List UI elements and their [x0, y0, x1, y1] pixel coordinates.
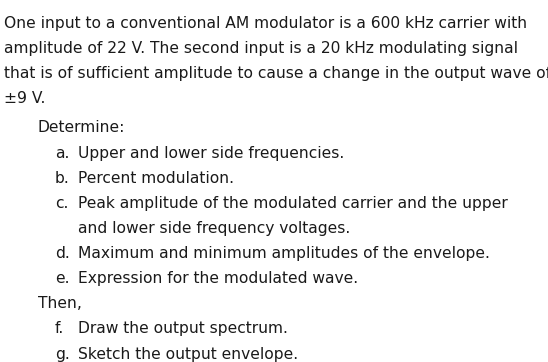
- Text: that is of sufficient amplitude to cause a change in the output wave of: that is of sufficient amplitude to cause…: [4, 66, 548, 81]
- Text: b.: b.: [55, 171, 70, 186]
- Text: Then,: Then,: [38, 296, 82, 311]
- Text: One input to a conventional AM modulator is a 600 kHz carrier with: One input to a conventional AM modulator…: [4, 16, 527, 31]
- Text: Peak amplitude of the modulated carrier and the upper: Peak amplitude of the modulated carrier …: [78, 196, 507, 211]
- Text: Determine:: Determine:: [38, 121, 125, 135]
- Text: Expression for the modulated wave.: Expression for the modulated wave.: [78, 271, 358, 286]
- Text: Percent modulation.: Percent modulation.: [78, 171, 234, 186]
- Text: ±9 V.: ±9 V.: [4, 91, 45, 106]
- Text: e.: e.: [55, 271, 69, 286]
- Text: d.: d.: [55, 246, 70, 261]
- Text: a.: a.: [55, 146, 69, 160]
- Text: and lower side frequency voltages.: and lower side frequency voltages.: [78, 221, 350, 236]
- Text: g.: g.: [55, 346, 70, 362]
- Text: Draw the output spectrum.: Draw the output spectrum.: [78, 321, 288, 336]
- Text: Sketch the output envelope.: Sketch the output envelope.: [78, 346, 298, 362]
- Text: Upper and lower side frequencies.: Upper and lower side frequencies.: [78, 146, 344, 160]
- Text: Maximum and minimum amplitudes of the envelope.: Maximum and minimum amplitudes of the en…: [78, 246, 490, 261]
- Text: amplitude of 22 V. The second input is a 20 kHz modulating signal: amplitude of 22 V. The second input is a…: [4, 41, 518, 56]
- Text: f.: f.: [55, 321, 64, 336]
- Text: c.: c.: [55, 196, 68, 211]
